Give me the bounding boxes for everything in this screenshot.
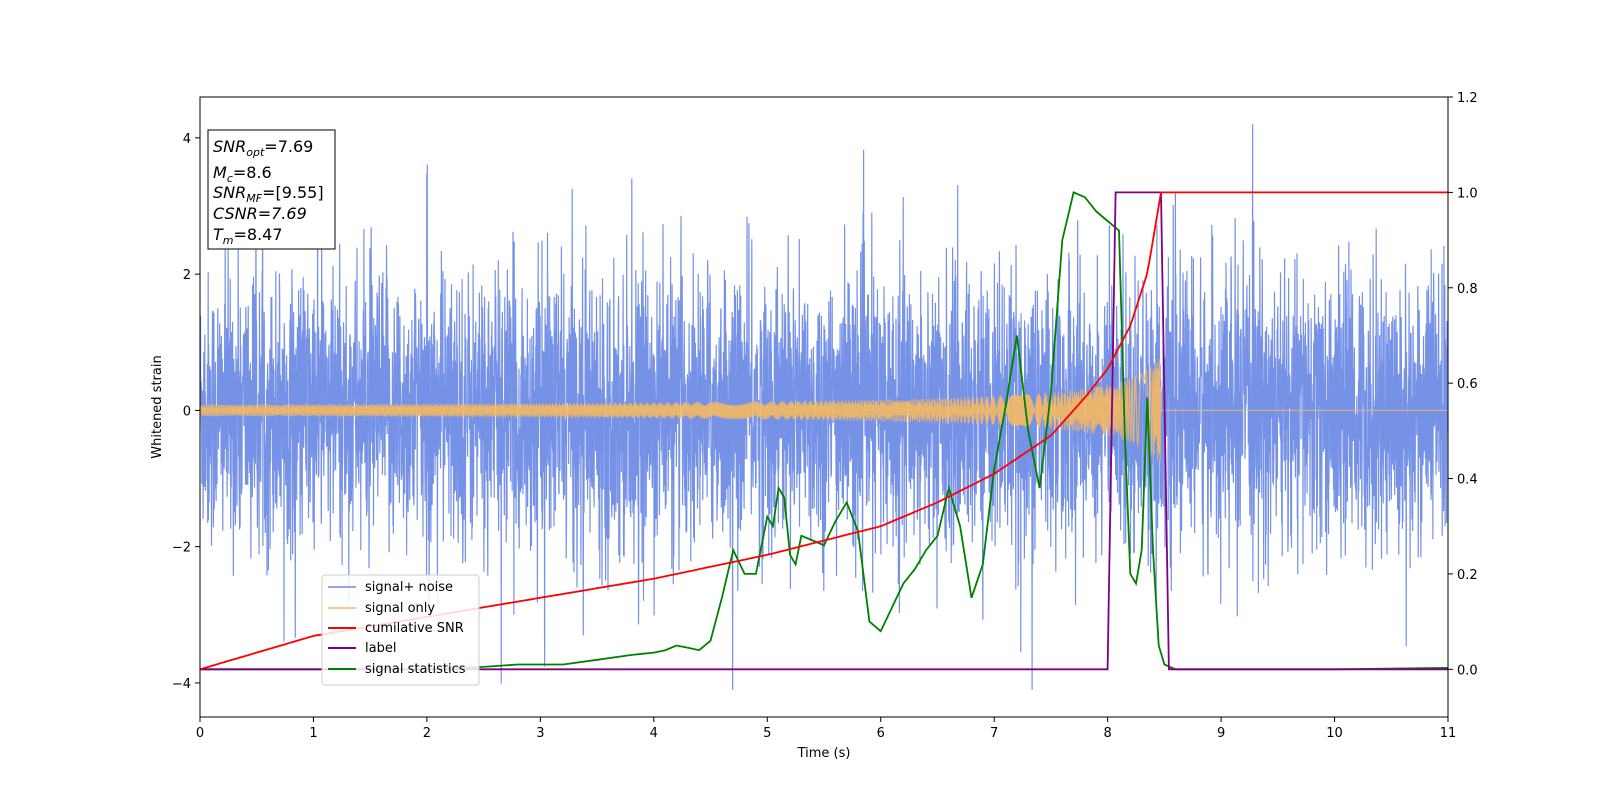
annotation-csnr: CSNR=7.69 — [213, 204, 307, 223]
series-signal-only — [200, 358, 1448, 462]
annotation-tm: Tm=8.47 — [213, 225, 283, 247]
snr-opt-value: =7.69 — [264, 137, 313, 156]
legend-label-cumulative-snr: cumilative SNR — [365, 621, 464, 636]
x-tick-label: 11 — [1440, 726, 1457, 741]
y-tick-label-right: 1.2 — [1457, 91, 1478, 106]
legend: signal+ noise signal only cumilative SNR… — [321, 574, 480, 686]
y-tick-label-left: −2 — [172, 541, 191, 556]
x-tick-label: 0 — [196, 726, 204, 741]
y-tick-label-left: −4 — [172, 677, 191, 692]
legend-item-signal-noise: signal+ noise — [328, 580, 453, 595]
mc-sub: c — [227, 172, 233, 185]
y-tick-label-left: 2 — [183, 268, 191, 283]
x-tick-label: 5 — [763, 726, 771, 741]
axes-layer: 0 1 2 3 4 5 6 7 8 9 10 11 −4 −2 0 2 4 0.0 0.2 0.4 0.6 0.8 1.0 1… — [172, 91, 1478, 741]
y-tick-label-left: 4 — [183, 132, 191, 147]
annotation-mc: Mc=8.6 — [213, 163, 272, 185]
y-tick-label-right: 0.2 — [1457, 568, 1478, 583]
x-tick-label: 4 — [650, 726, 658, 741]
legend-item-signal-statistics: signal statistics — [328, 662, 466, 677]
legend-label-signal-only: signal only — [365, 601, 435, 616]
annotation-snr-opt: SNRopt=7.69 — [213, 137, 313, 159]
y-tick-label-left: 0 — [183, 404, 191, 419]
x-tick-label: 3 — [536, 726, 544, 741]
y-tick-label-right: 0.0 — [1457, 663, 1478, 678]
stats-annotation-box: SNRopt=7.69 Mc=8.6 SNRMF=[9.55] CSNR=7.6… — [207, 129, 336, 250]
mc-value: =8.6 — [233, 163, 272, 182]
x-axis-label: Time (s) — [797, 746, 851, 761]
snr-opt-base: SNR — [213, 137, 246, 156]
legend-item-label: label — [328, 641, 396, 656]
y-tick-label-right: 0.6 — [1457, 377, 1478, 392]
series-label — [200, 191, 1448, 671]
x-tick-label: 9 — [1217, 726, 1225, 741]
mc-base: M — [213, 163, 227, 182]
legend-label-label: label — [365, 641, 396, 656]
legend-frame — [321, 574, 480, 686]
snr-mf-value: =[9.55] — [262, 183, 324, 202]
x-tick-label: 10 — [1326, 726, 1343, 741]
legend-item-cumulative-snr: cumilative SNR — [328, 621, 464, 636]
x-tick-label: 6 — [877, 726, 885, 741]
series-signal-noise — [200, 124, 1448, 690]
legend-label-signal-noise: signal+ noise — [365, 580, 453, 595]
tm-sub: m — [223, 234, 234, 247]
y-tick-label-right: 1.0 — [1457, 186, 1478, 201]
y-tick-label-right: 0.8 — [1457, 282, 1478, 297]
x-tick-label: 7 — [990, 726, 998, 741]
legend-item-signal-only: signal only — [328, 601, 435, 616]
y-tick-label-right: 0.4 — [1457, 473, 1478, 488]
y-axis-label-left: Whitened strain — [150, 355, 165, 458]
snr-mf-sub: MF — [246, 192, 262, 205]
tm-base: T — [213, 225, 224, 244]
snr-opt-sub: opt — [246, 146, 265, 159]
snr-mf-base: SNR — [213, 183, 246, 202]
tm-value: =8.47 — [234, 225, 283, 244]
plot-frame — [199, 96, 1449, 718]
legend-label-signal-statistics: signal statistics — [365, 662, 466, 677]
annotation-snr-mf: SNRMF=[9.55] — [213, 183, 324, 205]
x-tick-label: 1 — [309, 726, 317, 741]
series-signal-statistics — [200, 191, 1448, 671]
x-tick-label: 2 — [423, 726, 431, 741]
x-tick-label: 8 — [1103, 726, 1111, 741]
